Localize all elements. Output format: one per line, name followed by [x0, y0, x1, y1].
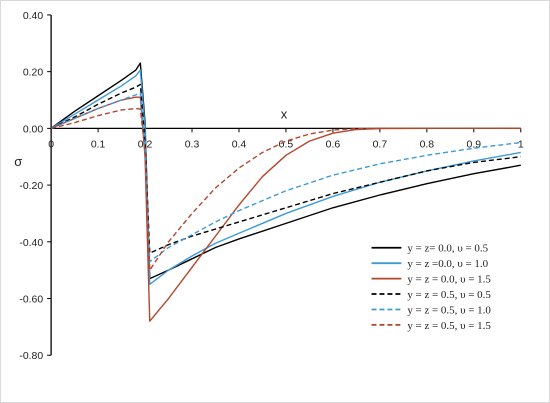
y-tick-label-4: -0.40	[19, 238, 43, 249]
legend-label-1: y = z= 0.0, υ = 0.5	[407, 243, 488, 255]
series-line-3	[50, 96, 521, 322]
x-tick-label-9: 0.9	[467, 139, 482, 150]
x-tick-label-7: 0.7	[373, 139, 388, 150]
y-tick-label-2: 0.00	[23, 124, 44, 135]
legend-label-6: y = z = 0.5, υ = 1.5	[407, 320, 491, 332]
y-tick-label-5: -0.60	[19, 294, 43, 305]
x-tick-label-4: 0.4	[232, 139, 247, 150]
series-line-1	[50, 62, 521, 280]
series-line-6	[50, 107, 521, 271]
y-tick-label-0: 0.40	[23, 11, 44, 22]
x-tick-label-8: 0.8	[420, 139, 435, 150]
y-tick-label-3: -0.20	[19, 181, 43, 192]
series-line-4	[50, 83, 521, 254]
y-axis-label: σ	[14, 154, 22, 169]
series-line-5	[50, 92, 521, 263]
series-layer	[50, 62, 521, 322]
legend-label-2: y = z =0.0, υ = 1.0	[407, 258, 488, 270]
axes: 0.400.200.00-0.20-0.40-0.60-0.800 0.1 0.2 0…	[14, 11, 524, 362]
legend-label-3: y = z = 0.0, υ = 1.5	[407, 274, 491, 286]
x-axis-label: x	[281, 106, 288, 121]
y-tick-label-1: 0.20	[23, 68, 44, 79]
y-tick-label-6: -0.80	[19, 351, 43, 362]
legend-label-5: y = z = 0.5, υ = 1.0	[407, 304, 491, 316]
x-tick-label-0: 0	[48, 139, 54, 150]
x-tick-label-1: 0.1	[91, 139, 106, 150]
x-tick-label-5: 0.5	[279, 139, 294, 150]
legend: y = z= 0.0, υ = 0.5 y = z =0.0, υ = 1.0 y …	[371, 243, 491, 332]
x-tick-label-6: 0.6	[326, 139, 341, 150]
x-tick-label-3: 0.3	[185, 139, 200, 150]
legend-label-4: y = z = 0.5, υ = 0.5	[407, 289, 491, 301]
x-tick-label-10: 1	[518, 139, 524, 150]
